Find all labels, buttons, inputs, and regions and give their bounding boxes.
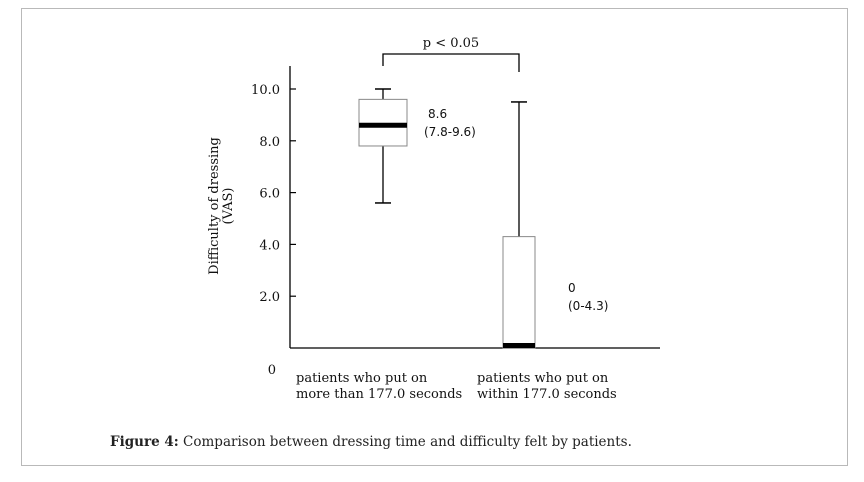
y-tick-label: 6.0 — [259, 187, 280, 202]
significance-bracket — [382, 53, 520, 72]
x-category-label: within 177.0 seconds — [477, 387, 617, 402]
caption-label: Figure 4: — [110, 434, 179, 450]
y-axis-title-line: (VAS) — [221, 188, 236, 225]
y-origin-label: 0 — [268, 363, 276, 378]
x-category-label: more than 177.0 seconds — [296, 387, 462, 402]
iqr-box — [502, 236, 536, 349]
y-tick-label: 4.0 — [259, 238, 280, 253]
y-tick-label: 10.0 — [251, 83, 280, 98]
figure-caption: Figure 4: Comparison between dressing ti… — [110, 434, 632, 450]
iqr-box — [358, 98, 408, 147]
median-annotation: 8.6 — [428, 107, 447, 121]
significance-label: p < 0.05 — [423, 36, 479, 51]
x-category-label: patients who put on — [296, 371, 428, 386]
figure-frame — [21, 8, 848, 466]
y-tick-label: 2.0 — [259, 290, 280, 305]
x-category-label: patients who put on — [477, 371, 609, 386]
caption-text: Comparison between dressing time and dif… — [178, 434, 632, 450]
y-tick-label: 8.0 — [259, 135, 280, 150]
iqr-annotation: (0-4.3) — [568, 299, 608, 313]
median-annotation: 0 — [568, 281, 576, 295]
y-axis-title-line: Difficulty of dressing — [207, 137, 222, 275]
iqr-annotation: (7.8-9.6) — [424, 125, 476, 139]
